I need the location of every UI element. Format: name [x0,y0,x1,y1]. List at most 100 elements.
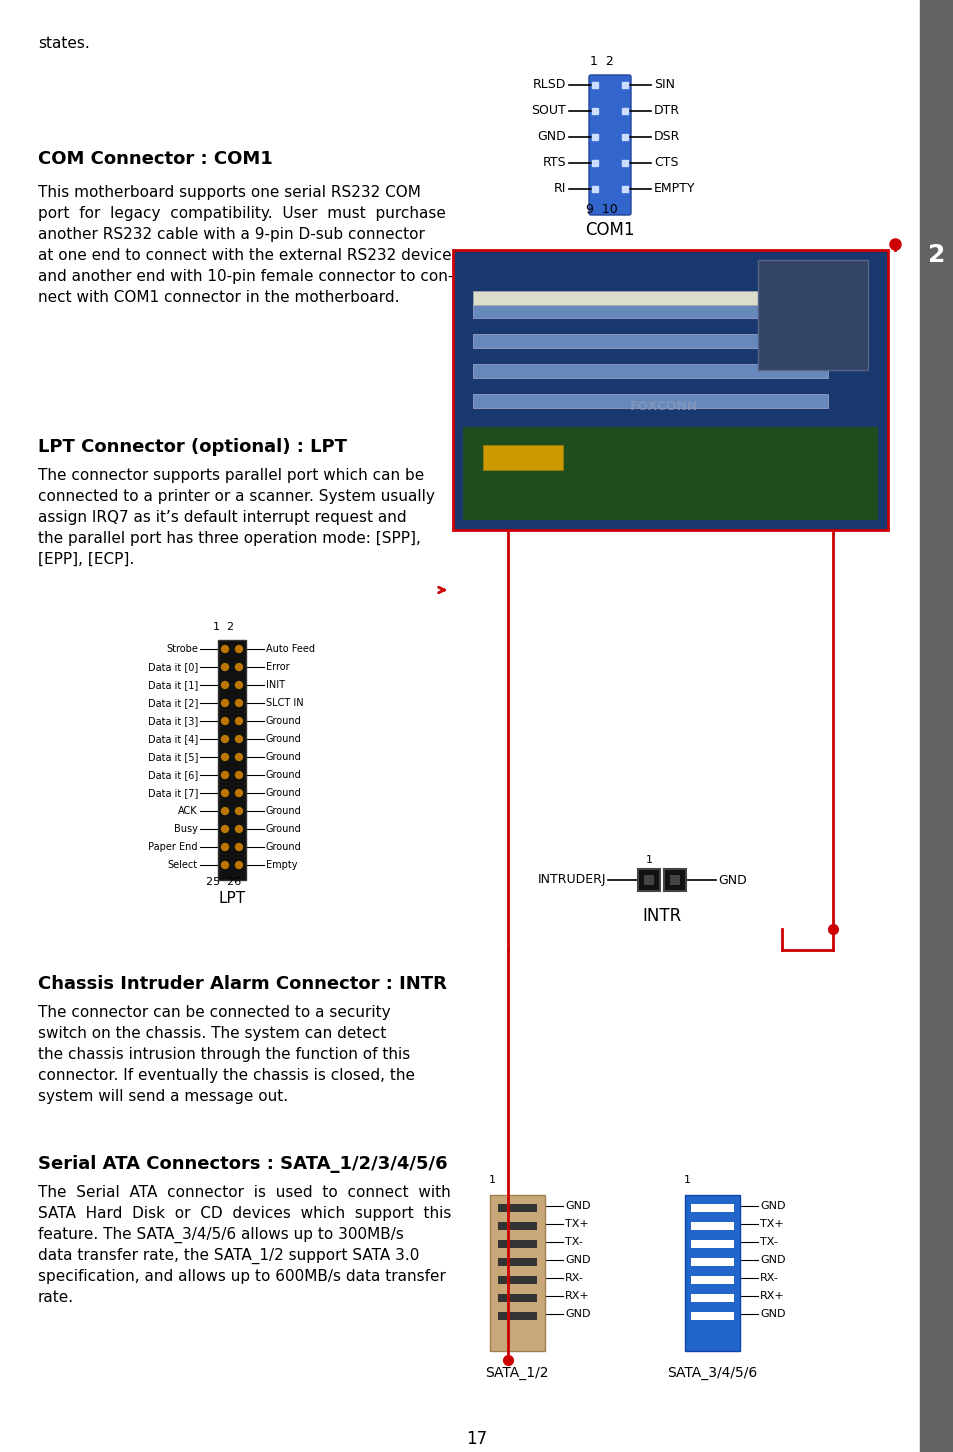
Text: EMPTY: EMPTY [654,183,695,196]
Text: Ground: Ground [266,806,301,816]
Circle shape [221,754,229,761]
Text: INIT: INIT [266,680,285,690]
Circle shape [235,844,242,851]
Text: SLCT IN: SLCT IN [266,698,303,709]
Bar [473,290,827,305]
Circle shape [235,736,242,742]
Text: nect with COM1 connector in the motherboard.: nect with COM1 connector in the motherbo… [38,290,399,305]
Text: 1  2: 1 2 [213,621,234,632]
Text: the parallel port has three operation mode: [SPP],: the parallel port has three operation mo… [38,531,420,546]
Text: Data it [4]: Data it [4] [148,735,198,743]
Text: Ground: Ground [266,788,301,799]
Text: GND: GND [760,1310,784,1318]
Text: 9  10: 9 10 [585,203,618,216]
Text: SATA_3/4/5/6: SATA_3/4/5/6 [666,1366,757,1379]
Text: and another end with 10-pin female connector to con-: and another end with 10-pin female conne… [38,269,453,285]
Circle shape [235,664,242,671]
Text: Ground: Ground [266,735,301,743]
Text: Data it [1]: Data it [1] [148,680,198,690]
Text: RX+: RX+ [564,1291,589,1301]
Bar [663,868,685,892]
Text: COM Connector : COM1: COM Connector : COM1 [38,150,273,168]
Bar [497,1204,537,1212]
Text: This motherboard supports one serial RS232 COM: This motherboard supports one serial RS2… [38,184,420,200]
Text: [EPP], [ECP].: [EPP], [ECP]. [38,552,134,566]
Text: Busy: Busy [174,823,198,833]
Bar [473,393,827,408]
Text: Select: Select [168,860,198,870]
Text: 17: 17 [466,1430,487,1448]
Circle shape [235,807,242,815]
Text: specification, and allows up to 600MB/s data transfer: specification, and allows up to 600MB/s … [38,1269,445,1284]
Text: The connector can be connected to a security: The connector can be connected to a secu… [38,1005,390,1019]
Bar [497,1257,537,1266]
Bar [497,1276,537,1284]
Bar [497,1313,537,1320]
Text: switch on the chassis. The system can detect: switch on the chassis. The system can de… [38,1027,386,1041]
Text: SATA  Hard  Disk  or  CD  devices  which  support  this: SATA Hard Disk or CD devices which suppo… [38,1207,451,1221]
Text: feature. The SATA_3/4/5/6 allows up to 300MB/s: feature. The SATA_3/4/5/6 allows up to 3… [38,1227,403,1243]
Text: INTRUDERJ: INTRUDERJ [537,874,605,887]
Text: SIN: SIN [654,78,675,91]
Text: Ground: Ground [266,770,301,780]
Circle shape [235,681,242,688]
Text: another RS232 cable with a 9-pin D-sub connector: another RS232 cable with a 9-pin D-sub c… [38,227,424,242]
Bar [497,1294,537,1302]
Bar [490,1195,544,1350]
FancyBboxPatch shape [588,76,630,215]
Bar [684,1195,740,1350]
Text: Data it [7]: Data it [7] [148,788,198,799]
Text: LPT Connector (optional) : LPT: LPT Connector (optional) : LPT [38,439,347,456]
Circle shape [221,771,229,778]
Text: connected to a printer or a scanner. System usually: connected to a printer or a scanner. Sys… [38,489,435,504]
Bar [669,876,679,886]
Text: 1  2: 1 2 [590,55,613,68]
Text: SATA_1/2: SATA_1/2 [485,1366,548,1379]
Text: Ground: Ground [266,842,301,852]
Text: Ground: Ground [266,752,301,762]
Circle shape [221,700,229,707]
Text: Data it [5]: Data it [5] [148,752,198,762]
Text: LPT: LPT [218,892,245,906]
Text: FOXCONN: FOXCONN [629,399,698,412]
Text: Chassis Intruder Alarm Connector : INTR: Chassis Intruder Alarm Connector : INTR [38,974,446,993]
Bar [758,260,867,370]
Text: Data it [6]: Data it [6] [148,770,198,780]
Bar [453,250,887,530]
Text: TX+: TX+ [760,1220,783,1228]
Text: ACK: ACK [178,806,198,816]
Text: rate.: rate. [38,1289,74,1305]
Text: The connector supports parallel port which can be: The connector supports parallel port whi… [38,468,424,484]
Text: Data it [3]: Data it [3] [148,716,198,726]
Text: Strobe: Strobe [166,645,198,653]
Text: system will send a message out.: system will send a message out. [38,1089,288,1104]
Circle shape [221,717,229,725]
Circle shape [235,826,242,832]
Text: GND: GND [537,131,565,144]
Text: CTS: CTS [654,157,678,170]
Bar [690,1257,733,1266]
Bar [690,1204,733,1212]
Circle shape [221,790,229,797]
Text: 25  26: 25 26 [206,877,241,887]
Bar [497,1223,537,1230]
Text: DSR: DSR [654,131,679,144]
Text: the chassis intrusion through the function of this: the chassis intrusion through the functi… [38,1047,410,1061]
Text: RTS: RTS [542,157,565,170]
Text: RLSD: RLSD [532,78,565,91]
Circle shape [235,646,242,652]
Bar [473,364,827,378]
Text: GND: GND [760,1201,784,1211]
Bar [919,0,953,1452]
Bar [690,1313,733,1320]
Text: RX-: RX- [564,1273,583,1284]
Text: SOUT: SOUT [531,105,565,118]
Text: TX-: TX- [760,1237,777,1247]
Text: TX+: TX+ [564,1220,588,1228]
Bar [690,1240,733,1249]
Text: 1: 1 [645,855,652,865]
Text: RX-: RX- [760,1273,778,1284]
Text: Data it [2]: Data it [2] [148,698,198,709]
Text: Data it [0]: Data it [0] [148,662,198,672]
Text: RI: RI [553,183,565,196]
